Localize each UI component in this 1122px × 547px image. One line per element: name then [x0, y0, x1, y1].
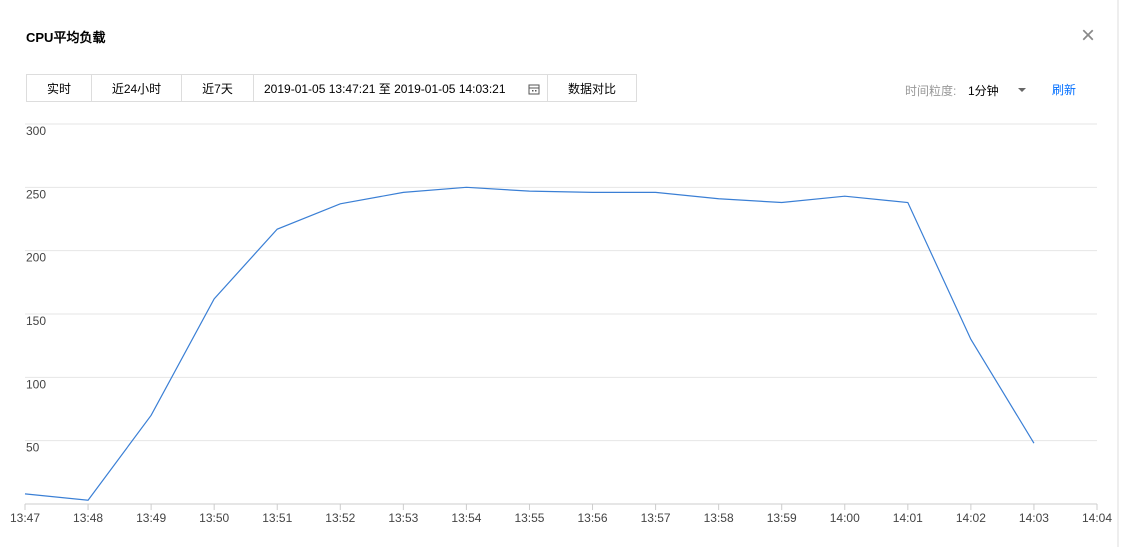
x-tick-label: 13:54 — [451, 511, 481, 525]
close-button[interactable]: × — [1081, 22, 1096, 49]
y-tick-label: 250 — [26, 187, 46, 201]
x-tick-label: 13:55 — [514, 511, 544, 525]
refresh-link[interactable]: 刷新 — [1052, 83, 1077, 97]
x-tick-label: 14:00 — [830, 511, 860, 525]
compare-button[interactable]: 数据对比 — [547, 74, 637, 102]
tab-button[interactable]: 近7天 — [181, 74, 254, 102]
tab-button[interactable]: 近24小时 — [91, 74, 182, 102]
tab-button[interactable]: 实时 — [26, 74, 92, 102]
calendar-icon — [528, 84, 540, 95]
x-tick-label: 13:57 — [641, 511, 671, 525]
series-line — [24, 186, 1035, 501]
x-tick-label: 14:01 — [893, 511, 923, 525]
granularity-label: 时间粒度: — [905, 84, 957, 98]
x-tick-label: 14:03 — [1019, 511, 1049, 525]
date-range-text: 2019-01-05 13:47:21 至 2019-01-05 14:03:2… — [264, 81, 506, 96]
granularity-select[interactable]: 1分钟 — [968, 84, 999, 98]
y-tick-label: 100 — [26, 377, 46, 391]
x-tick-label: 14:02 — [956, 511, 986, 525]
x-tick-label: 13:51 — [262, 511, 292, 525]
x-tick-label: 13:59 — [767, 511, 797, 525]
x-tick-label: 13:47 — [10, 511, 40, 525]
x-tick-label: 13:53 — [388, 511, 418, 525]
y-tick-label: 300 — [26, 124, 46, 138]
x-tick-label: 13:52 — [325, 511, 355, 525]
dropdown-arrow — [1018, 88, 1026, 92]
y-tick-label: 200 — [26, 251, 46, 265]
x-tick-label: 13:58 — [704, 511, 734, 525]
date-range[interactable]: 2019-01-05 13:47:21 至 2019-01-05 14:03:2… — [253, 74, 548, 102]
y-tick-label: 50 — [26, 441, 40, 455]
x-tick-label: 14:04 — [1082, 511, 1112, 525]
x-tick-label: 13:48 — [73, 511, 103, 525]
x-tick-label: 13:49 — [136, 511, 166, 525]
x-tick-label: 13:56 — [578, 511, 608, 525]
dialog-title: CPU平均负载 — [26, 30, 106, 45]
x-tick-label: 13:50 — [199, 511, 229, 525]
y-tick-label: 150 — [26, 314, 46, 328]
